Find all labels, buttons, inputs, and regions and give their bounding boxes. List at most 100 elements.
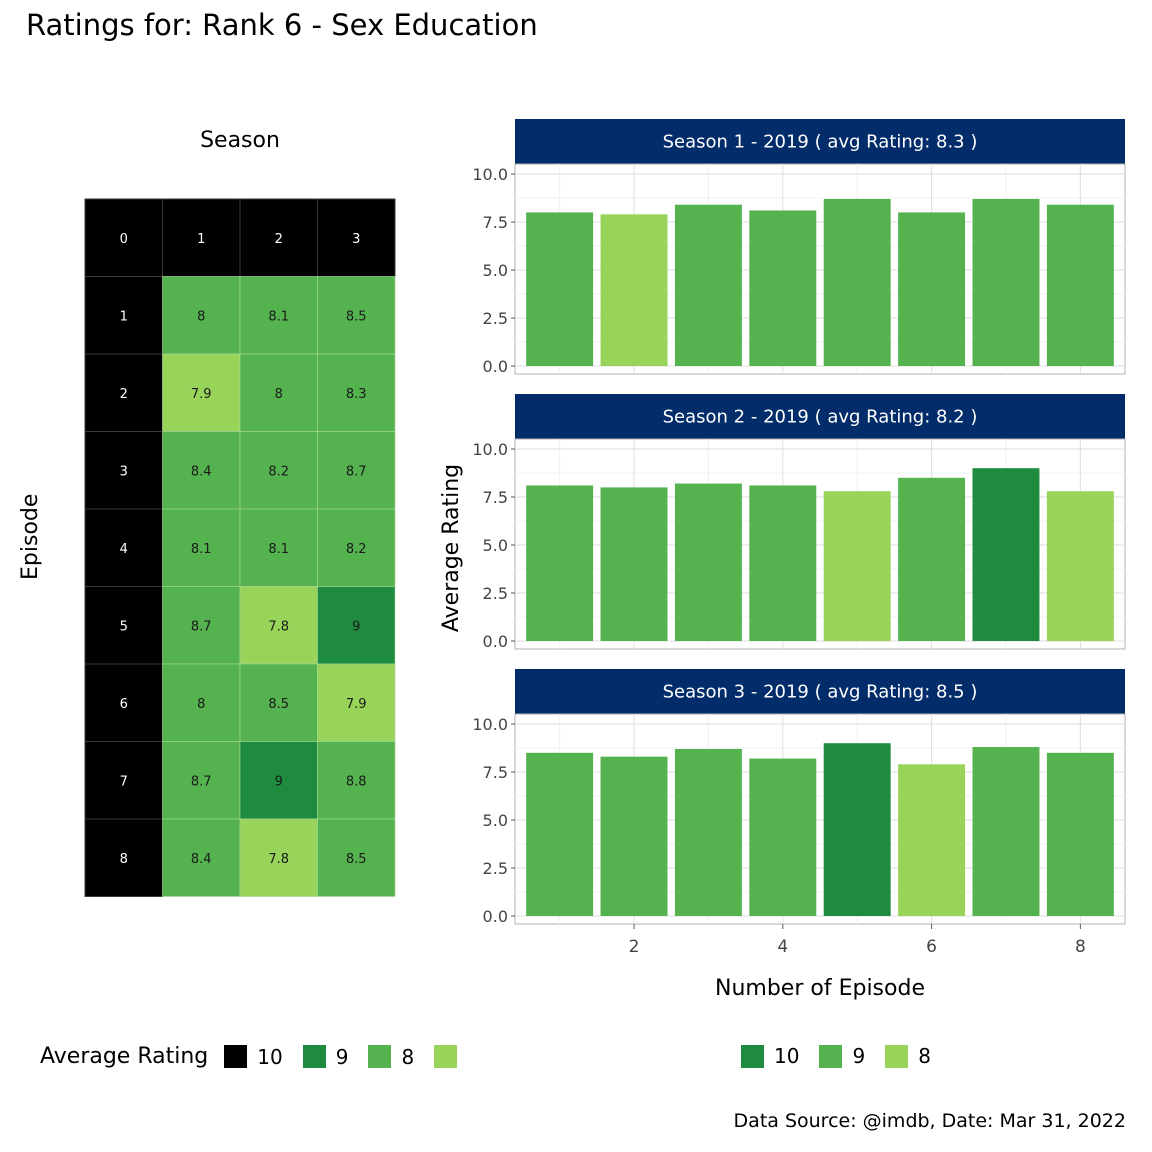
- legend-left-items: 10 9 8: [224, 1044, 458, 1069]
- heatmap-cell-value: 8: [197, 309, 205, 324]
- legend-left-swatch: [368, 1045, 392, 1068]
- bar: [674, 204, 742, 366]
- bar: [1046, 491, 1114, 641]
- bar: [898, 764, 966, 916]
- heatmap-column-label: 1: [197, 232, 205, 247]
- bar: [823, 491, 891, 641]
- heatmap-cell: [317, 353, 396, 432]
- bar: [749, 210, 817, 366]
- bar: [972, 468, 1040, 641]
- heatmap-cell-value: 8.8: [346, 774, 367, 789]
- heatmap-cell-value: 7.8: [268, 852, 289, 867]
- bar: [526, 212, 594, 366]
- bar: [674, 748, 742, 916]
- y-tick-label: 0.0: [483, 907, 508, 926]
- bar: [674, 483, 742, 641]
- facet-strip-label: Season 3 - 2019 ( avg Rating: 8.5 ): [663, 682, 978, 703]
- x-tick-label: 8: [1075, 937, 1086, 957]
- bar-chart: Season 1 - 2019 ( avg Rating: 8.3 ) 0.0 2.…: [439, 119, 1126, 1001]
- bar: [600, 756, 668, 916]
- y-tick-label: 5.0: [483, 811, 508, 830]
- x-tick-label: 6: [926, 937, 937, 957]
- legend-left-swatch: [224, 1045, 248, 1068]
- bar: [972, 747, 1040, 916]
- y-tick-label: 2.5: [483, 584, 508, 603]
- y-tick-label: 0.0: [483, 632, 508, 651]
- heatmap-cell: [239, 818, 318, 897]
- heatmap-row-header-cell: [84, 586, 163, 665]
- facet-strip: [515, 119, 1125, 164]
- heatmap-cell-value: 9: [352, 619, 360, 634]
- bar: [1046, 752, 1114, 916]
- bar: [749, 485, 817, 641]
- heatmap-cell-value: 8.5: [346, 309, 367, 324]
- legend-right-swatch: [819, 1044, 843, 1068]
- heatmap-cell-value: 8.4: [191, 464, 212, 479]
- heatmap-cell: [317, 741, 396, 820]
- heatmap-row-label: 7: [120, 774, 128, 789]
- legend-left-label: 9: [335, 1044, 349, 1069]
- heatmap-cell: [239, 586, 318, 665]
- y-tick-label: 10.0: [472, 440, 508, 459]
- bar: [1046, 204, 1114, 366]
- heatmap-cell: [162, 818, 241, 897]
- legend-right: 10 9 8: [741, 1044, 941, 1068]
- heatmap-cell: [239, 353, 318, 432]
- heatmap-row-label: 3: [120, 464, 128, 479]
- bar: [972, 198, 1040, 366]
- x-tick-label: 2: [629, 937, 640, 957]
- heatmap-cell-value: 8.1: [191, 542, 212, 557]
- y-tick-label: 7.5: [483, 488, 508, 507]
- bar: [823, 743, 891, 916]
- heatmap-row-header-cell: [84, 276, 163, 355]
- data-source-credit: Data Source: @imdb, Date: Mar 31, 2022: [733, 1110, 1126, 1132]
- heatmap-row-label: 8: [120, 852, 128, 867]
- legend-left-label: 8: [401, 1044, 415, 1069]
- heatmap-cell: [162, 353, 241, 432]
- heatmap-cell-value: 8.1: [268, 309, 289, 324]
- facet-strip-label: Season 1 - 2019 ( avg Rating: 8.3 ): [663, 132, 978, 153]
- heatmap-cell-value: 8.5: [268, 697, 289, 712]
- facet-strip: [515, 669, 1125, 714]
- heatmap-column-title: Season: [200, 128, 280, 153]
- heatmap-cell: [317, 586, 396, 665]
- legend-left-label: 10: [257, 1044, 283, 1069]
- legend-right-items: 10 9 8: [741, 1044, 941, 1068]
- heatmap-cell-value: 8.3: [346, 387, 367, 402]
- bar: [526, 752, 594, 916]
- bar: [823, 198, 891, 366]
- heatmap-cell: [162, 663, 241, 742]
- heatmap-cell: [317, 663, 396, 742]
- heatmap-row-label: 1: [120, 309, 128, 324]
- heatmap-row-label: 4: [120, 542, 128, 557]
- x-axis-title: Number of Episode: [715, 976, 925, 1001]
- heatmap-cell-value: 8.2: [268, 464, 289, 479]
- heatmap-cell-value: 9: [275, 774, 283, 789]
- y-tick-label: 0.0: [483, 357, 508, 376]
- y-tick-label: 7.5: [483, 213, 508, 232]
- heatmap-chart: 0 1 2 3 1 8 8.1 8.5 2 7.9 8 8.3 3 8.4 8.2 8.7 4 8.1 8.1 8.2…: [84, 198, 396, 897]
- heatmap-row-label: 6: [120, 697, 128, 712]
- heatmap-cell-value: 7.9: [346, 697, 367, 712]
- y-tick-label: 2.5: [483, 859, 508, 878]
- facet-strip-label: Season 2 - 2019 ( avg Rating: 8.2 ): [663, 407, 978, 428]
- heatmap-cell: [162, 431, 241, 510]
- heatmap-cell-value: 8.2: [346, 542, 367, 557]
- legend-right-swatch: [741, 1044, 764, 1068]
- heatmap-cell-value: 8.1: [268, 542, 289, 557]
- heatmap-cell: [162, 276, 241, 355]
- heatmap-column-label: 0: [120, 232, 128, 247]
- heatmap-cell: [239, 663, 318, 742]
- y-tick-label: 2.5: [483, 309, 508, 328]
- legend-right-label: 9: [852, 1044, 866, 1068]
- heatmap-cell-value: 8.4: [191, 852, 212, 867]
- y-tick-label: 10.0: [472, 715, 508, 734]
- heatmap-cell-value: 7.8: [268, 619, 289, 634]
- heatmap-cell: [162, 508, 241, 587]
- heatmap-header-cell: [317, 198, 396, 277]
- heatmap-cell: [317, 431, 396, 510]
- heatmap-column-label: 2: [275, 232, 283, 247]
- heatmap-column-label: 3: [352, 232, 360, 247]
- heatmap-cell: [239, 741, 318, 820]
- bar: [600, 487, 668, 641]
